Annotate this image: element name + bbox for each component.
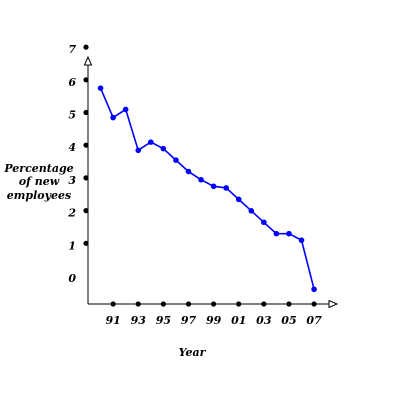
- x-tick-label: 01: [231, 314, 246, 327]
- series-line: [99, 87, 315, 290]
- data-point: [210, 183, 217, 190]
- x-tick-dot: [236, 301, 242, 307]
- tick-dots: [83, 44, 317, 307]
- series-group: [97, 85, 317, 293]
- y-tick-dot: [83, 175, 89, 181]
- y-tick-label: 2: [67, 207, 76, 220]
- x-tick-label: 97: [181, 314, 197, 327]
- y-axis-title-line-2: of new: [19, 175, 60, 188]
- x-tick-dot: [311, 301, 317, 307]
- y-axis-title-line-3: employees: [7, 189, 71, 202]
- data-point: [261, 219, 267, 226]
- x-tick-label: 99: [206, 314, 222, 327]
- data-point: [235, 196, 242, 203]
- x-tick-label: 95: [156, 314, 171, 327]
- data-point: [273, 230, 280, 237]
- y-tick-dot: [83, 142, 89, 148]
- y-tick-dot: [83, 77, 89, 83]
- axes: [83, 55, 339, 309]
- x-axis-title: Year: [179, 346, 207, 359]
- y-tick-label: 3: [68, 174, 76, 187]
- y-tick-label: 6: [68, 76, 76, 89]
- x-tick-dot: [286, 301, 292, 307]
- y-axis-arrow: [83, 55, 93, 66]
- y-tick-label: 0: [68, 272, 76, 285]
- data-point: [122, 106, 129, 113]
- y-tick-dot: [83, 44, 89, 50]
- x-tick-dot: [160, 301, 166, 307]
- x-tick-dot: [211, 301, 217, 307]
- y-axis-title-line-1: Percentage: [3, 162, 73, 175]
- x-tick-dot: [261, 301, 267, 307]
- y-tick-dot: [83, 109, 89, 116]
- data-point: [97, 85, 104, 91]
- data-point: [286, 230, 292, 237]
- x-axis-arrow: [328, 299, 339, 309]
- data-point: [148, 139, 154, 145]
- x-tick-dot: [185, 301, 192, 307]
- data-point: [160, 145, 167, 152]
- data-point: [311, 286, 317, 293]
- y-tick-dot: [83, 208, 89, 214]
- data-point: [173, 157, 179, 163]
- data-point: [198, 176, 204, 183]
- x-tick-label: 03: [256, 314, 272, 327]
- x-tick-label: 93: [131, 314, 147, 327]
- data-point: [298, 237, 305, 244]
- y-tick-label: 1: [68, 239, 76, 252]
- y-tick-label: 4: [68, 141, 76, 154]
- x-tick-label: 91: [105, 314, 120, 327]
- x-tick-label: 07: [306, 314, 322, 327]
- data-point: [110, 114, 116, 121]
- y-tick-label: 5: [68, 109, 76, 122]
- data-point: [135, 147, 142, 154]
- data-point: [248, 208, 255, 214]
- x-tick-dot: [110, 301, 116, 307]
- y-tick-label: 7: [68, 43, 76, 56]
- x-tick-label: 05: [281, 314, 296, 327]
- x-tick-dot: [135, 301, 141, 307]
- data-point: [185, 168, 192, 175]
- y-tick-dot: [83, 240, 89, 246]
- data-point: [223, 185, 229, 191]
